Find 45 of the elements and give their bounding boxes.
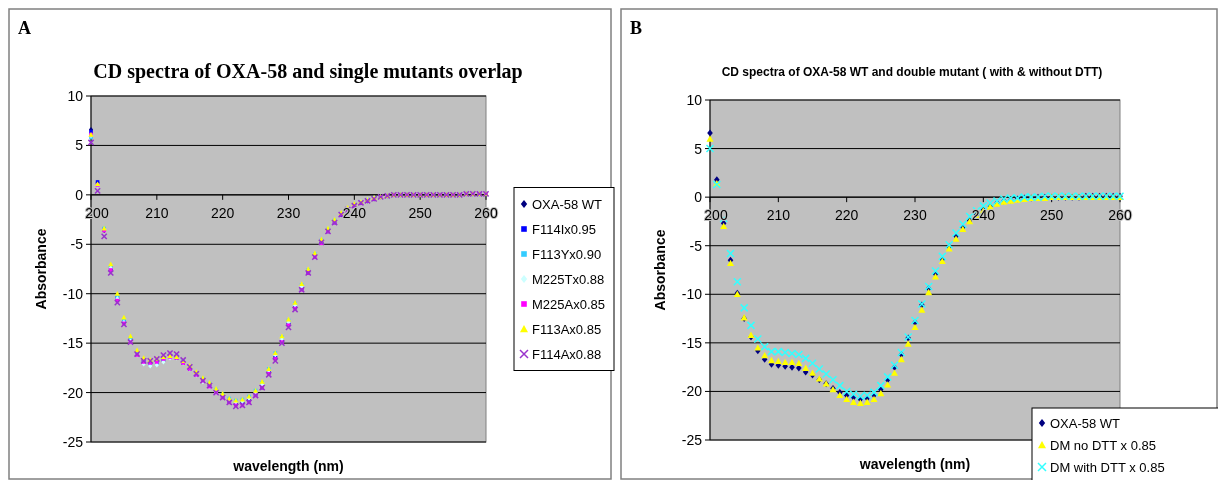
legend-label: OXA-58 WT (1050, 415, 1121, 431)
x-axis-title: wavelength (nm) (232, 458, 344, 474)
y-tick-label: -25 (62, 434, 84, 450)
y-tick-label: -20 (681, 383, 703, 400)
text: B (630, 18, 643, 38)
x-tick-label: 210 (766, 207, 791, 224)
y-tick-label: -10 (681, 286, 703, 303)
y-tick-label: -15 (62, 335, 84, 352)
x-tick-label: 260 (474, 204, 498, 221)
chart-title: CD spectra of OXA-58 and single mutants overlap (93, 60, 523, 83)
x-tick-label: 210 (145, 204, 169, 221)
x-tick-label: 250 (408, 204, 433, 221)
y-tick-label: 10 (686, 92, 703, 108)
legend-label: F113Yx0.90 (532, 246, 602, 262)
y-tick-label: 10 (67, 88, 84, 104)
y-tick-label: 0 (694, 189, 703, 206)
legend-label: F114Ix0.95 (532, 221, 597, 237)
y-axis-title: Absorbance (33, 228, 49, 310)
chart-title: CD spectra of OXA-58 WT and double mutant ( with & without DTT) (721, 65, 1103, 79)
legend-label: F114Ax0.88 (532, 346, 602, 362)
x-tick-label: 230 (276, 204, 301, 221)
text: A (18, 18, 31, 38)
y-tick-label: -20 (62, 384, 84, 401)
legend-label: M225Ax0.85 (532, 296, 605, 312)
y-tick-label: 0 (75, 186, 84, 203)
x-tick-label: 230 (903, 207, 927, 224)
legend-label: M225Tx0.88 (532, 271, 605, 287)
legend-label: DM no DTT x 0.85 (1050, 437, 1156, 453)
y-axis-title: Absorbance (652, 229, 668, 311)
y-tick-label: -10 (62, 285, 84, 302)
x-axis-title: wavelength (nm) (858, 456, 971, 472)
y-tick-label: -5 (689, 237, 703, 254)
x-tick-label: 260 (1108, 207, 1132, 224)
legend-label: OXA-58 WT (532, 196, 603, 212)
y-tick-label: 5 (694, 140, 703, 157)
legend-label: DM with DTT x 0.85 (1050, 459, 1165, 475)
legend-label: F113Ax0.85 (532, 321, 602, 337)
y-tick-label: -15 (681, 334, 703, 351)
x-tick-label: 220 (834, 207, 859, 224)
y-tick-label: -25 (681, 432, 703, 448)
x-tick-label: 220 (210, 204, 235, 221)
y-tick-label: 5 (75, 137, 84, 154)
y-tick-label: -5 (70, 236, 84, 253)
x-tick-label: 250 (1039, 207, 1064, 224)
x-tick-label: 240 (342, 204, 367, 221)
